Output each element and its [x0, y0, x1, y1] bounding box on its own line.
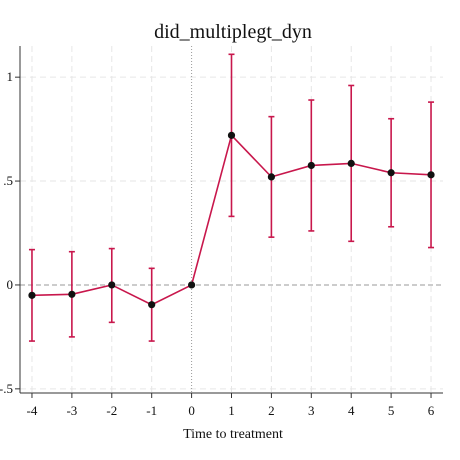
y-tick-label: -.5 [0, 381, 13, 396]
y-tick-label: 1 [7, 69, 14, 84]
estimate-point [28, 291, 36, 299]
x-tick-label: -1 [146, 403, 157, 418]
x-tick-label: 1 [228, 403, 235, 418]
estimate-point [187, 281, 196, 289]
x-tick-label: 5 [388, 403, 395, 418]
estimate-point [227, 131, 236, 139]
x-tick-label: 0 [188, 403, 195, 418]
estimate-point [68, 290, 76, 298]
x-tick-label: -2 [106, 403, 117, 418]
x-axis-label: Time to treatment [183, 427, 283, 442]
estimate-point [307, 161, 315, 170]
estimate-point [347, 159, 355, 167]
y-tick-label: .5 [3, 173, 13, 188]
x-tick-label: 2 [268, 403, 275, 418]
estimate-point [427, 171, 435, 179]
reference-lines [20, 46, 443, 393]
x-tick-label: -4 [27, 403, 38, 418]
axes: -.5 0 .5 1 -4 -3 -2 -1 0 1 2 3 4 5 6 [0, 46, 443, 418]
estimate-points [28, 131, 435, 309]
x-tick-label: -3 [66, 403, 77, 418]
x-tick-label: 6 [428, 403, 435, 418]
estimate-point [108, 281, 116, 289]
estimate-point [387, 169, 395, 177]
estimate-point [267, 173, 276, 181]
x-tick-label: 4 [348, 403, 355, 418]
y-tick-label: 0 [7, 277, 14, 292]
estimate-point [148, 301, 156, 309]
x-tick-label: 3 [308, 403, 315, 418]
chart-title: did_multiplegt_dyn [154, 21, 312, 43]
